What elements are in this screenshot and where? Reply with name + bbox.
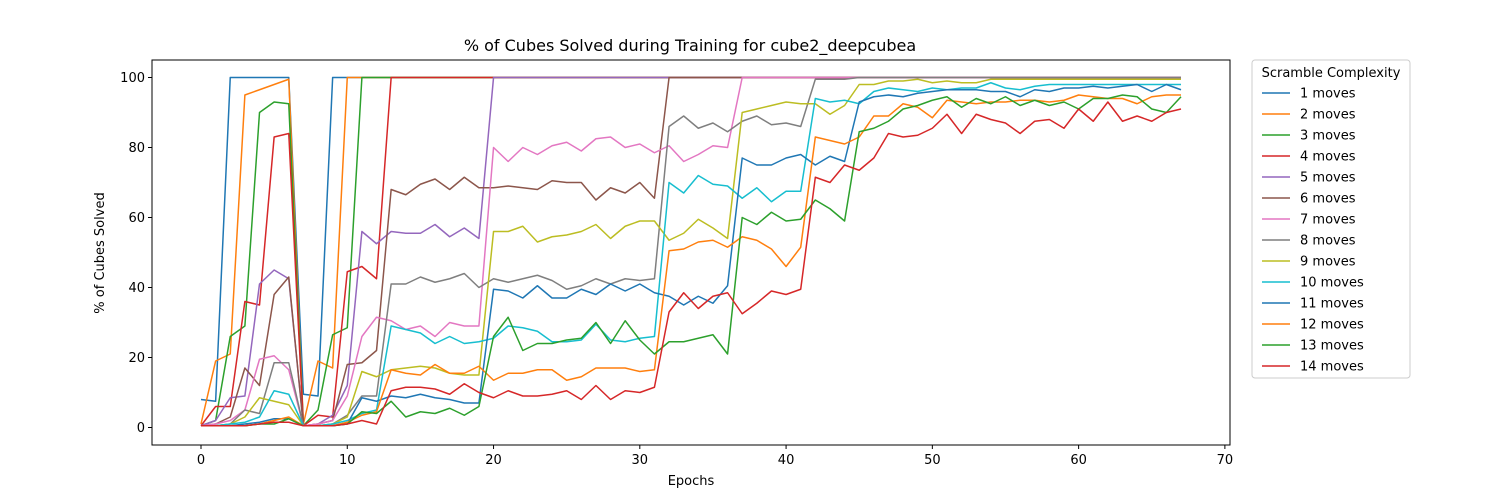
- legend-label-11: 11 moves: [1300, 297, 1364, 312]
- x-tick-label: 30: [632, 453, 649, 468]
- series-line-9: [201, 78, 1181, 427]
- legend-label-5: 5 moves: [1300, 171, 1356, 186]
- legend-label-8: 8 moves: [1300, 234, 1356, 249]
- series-line-10: [201, 82, 1181, 427]
- legend-label-7: 7 moves: [1300, 213, 1356, 228]
- x-axis-label: Epochs: [668, 474, 715, 489]
- series-line-14: [201, 101, 1182, 427]
- series-line-13: [201, 94, 1182, 427]
- legend-label-10: 10 moves: [1300, 276, 1364, 291]
- legend-label-1: 1 moves: [1300, 87, 1356, 102]
- legend-label-14: 14 moves: [1300, 360, 1364, 375]
- x-tick-label: 60: [1070, 453, 1087, 468]
- series-line-1: [200, 76, 1181, 402]
- series-line-8: [201, 76, 1181, 427]
- y-axis-label: % of Cubes Solved: [93, 192, 108, 313]
- legend-label-4: 4 moves: [1300, 150, 1356, 165]
- x-tick-label: 10: [339, 453, 356, 468]
- legend-label-6: 6 moves: [1300, 192, 1356, 207]
- y-tick-label: 100: [120, 71, 145, 86]
- plot-area: [200, 76, 1182, 427]
- legend-label-2: 2 moves: [1300, 108, 1356, 123]
- x-tick-label: 0: [197, 453, 205, 468]
- legend-frame: [1251, 59, 1411, 379]
- x-tick-label: 50: [924, 453, 941, 468]
- y-tick-label: 20: [128, 351, 145, 366]
- x-tick-label: 20: [485, 453, 502, 468]
- legend-label-9: 9 moves: [1300, 255, 1356, 270]
- legend-label-13: 13 moves: [1300, 339, 1364, 354]
- legend-items: 1 moves 2 moves 3 moves 4 moves 5 moves 6 mov…: [1262, 87, 1364, 375]
- y-tick-label: 0: [137, 421, 145, 436]
- x-tick-label: 70: [1217, 453, 1234, 468]
- legend-title: Scramble Complexity: [1262, 66, 1401, 81]
- chart-title: % of Cubes Solved during Training for cu…: [464, 36, 916, 56]
- y-tick-label: 80: [128, 141, 145, 156]
- y-axis: 0 20 40 60 80 100: [120, 71, 152, 436]
- legend-label-3: 3 moves: [1300, 129, 1356, 144]
- y-tick-label: 40: [128, 281, 145, 296]
- series-line-5: [200, 76, 1181, 427]
- x-tick-label: 40: [778, 453, 795, 468]
- x-axis: 0 10 20 30 40 50 60 70: [197, 445, 1233, 468]
- series-line-12: [201, 94, 1181, 427]
- legend-label-12: 12 moves: [1300, 318, 1364, 333]
- legend: Scramble Complexity 1 moves 2 moves 3 move…: [1251, 59, 1411, 379]
- plot-frame: [151, 59, 1231, 446]
- y-tick-label: 60: [128, 211, 145, 226]
